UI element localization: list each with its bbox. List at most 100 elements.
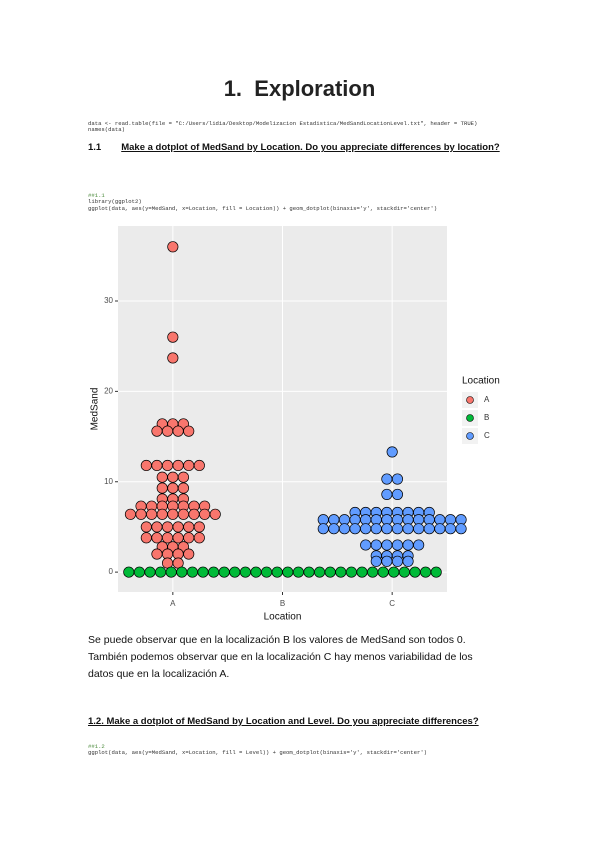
section-title: Make a dotplot of MedSand by Location. D…: [121, 142, 500, 153]
paragraph-line: También podemos observar que en la local…: [88, 651, 473, 663]
dot: [167, 482, 179, 494]
section-heading: 1.2. Make a dotplot of MedSand by Locati…: [88, 716, 479, 727]
code-line: ##1.1: [88, 191, 105, 199]
dot: [292, 566, 304, 578]
dot: [183, 521, 195, 533]
dot: [209, 508, 221, 520]
dot: [156, 482, 168, 494]
dot: [444, 523, 457, 535]
dot: [140, 532, 152, 544]
dot: [328, 523, 340, 535]
dot: [172, 459, 184, 472]
dot: [172, 425, 184, 437]
dot: [413, 523, 425, 535]
code-line: ##1.2: [88, 742, 105, 750]
dot: [250, 566, 262, 578]
code-line: ggplot(data, aes(y=MedSand, x=Location, …: [88, 749, 428, 756]
paragraph-line: datos que en la localización A.: [88, 668, 230, 680]
legend-key: [466, 414, 474, 422]
dot: [381, 539, 393, 551]
dot: [391, 539, 404, 551]
dot: [338, 523, 351, 535]
dot: [151, 532, 163, 544]
dot: [193, 521, 205, 533]
dot: [367, 566, 379, 578]
dot: [218, 566, 230, 578]
section-heading: 1.1 Make a dotplot of MedSand by Location…: [88, 142, 500, 153]
dot: [193, 532, 205, 544]
dot: [381, 488, 393, 500]
dot: [176, 566, 188, 578]
dot: [381, 555, 393, 567]
title-number: 1.: [223, 76, 243, 101]
dot: [161, 459, 174, 472]
dot: [229, 566, 241, 578]
dot: [402, 539, 414, 551]
dot: [409, 566, 421, 578]
dot: [381, 523, 393, 535]
x-tick-label: B: [280, 599, 285, 608]
dot: [335, 566, 347, 578]
code-block: ##1.1 library(ggplot2) ggplot(data, aes(y=…: [88, 186, 437, 219]
dot: [402, 555, 414, 567]
paragraph-line: Se puede observar que en la localización…: [88, 634, 466, 646]
dot: [156, 471, 168, 483]
dot: [177, 508, 189, 520]
dot: [391, 523, 404, 535]
dot: [167, 241, 179, 253]
code-line: library(ggplot2): [88, 198, 142, 205]
dot: [370, 555, 382, 567]
paragraph: Se puede observar que en la localización…: [88, 632, 473, 683]
dot: [455, 523, 467, 535]
dot: [140, 521, 152, 533]
dot: [282, 566, 294, 578]
dot: [183, 532, 195, 544]
dot: [356, 566, 368, 578]
dot: [177, 471, 189, 483]
code-block: ##1.2 ggplot(data, aes(y=MedSand, x=Locat…: [88, 737, 427, 763]
dot: [124, 508, 136, 520]
dot: [314, 566, 326, 578]
dot: [183, 459, 195, 472]
dot: [193, 459, 205, 472]
dot: [144, 566, 156, 578]
legend-key: [466, 396, 474, 404]
dot: [239, 566, 251, 578]
dot: [324, 566, 336, 578]
title-text: Exploration: [254, 76, 376, 101]
dot: [197, 566, 209, 578]
dot: [140, 459, 152, 472]
dot: [430, 566, 442, 578]
dot: [161, 532, 174, 544]
dot: [183, 425, 195, 437]
dot: [303, 566, 315, 578]
dot: [391, 473, 404, 485]
dot: [423, 523, 435, 535]
dot: [345, 566, 357, 578]
legend-key: [466, 432, 474, 440]
dot: [155, 566, 167, 578]
dot: [172, 532, 184, 544]
code-line: ggplot(data, aes(y=MedSand, x=Location, …: [88, 204, 438, 212]
dot: [402, 523, 414, 535]
code-line: data <- read.table(file = "C:/Users/lidi…: [88, 119, 478, 127]
dot: [186, 566, 198, 578]
dot: [370, 523, 382, 535]
dot: [317, 523, 329, 535]
dot: [167, 508, 179, 520]
y-axis-title: MedSand: [90, 388, 101, 431]
dot: [261, 566, 273, 578]
legend-title: Location: [462, 376, 500, 387]
code-block: data <- read.table(file = "C:/Users/lidi…: [88, 114, 477, 140]
dot: [156, 508, 168, 520]
x-tick-label: A: [170, 599, 176, 608]
dot: [370, 539, 382, 551]
dot: [123, 566, 135, 578]
section-title: 1.2. Make a dotplot of MedSand by Locati…: [88, 716, 479, 727]
y-tick-label: 10: [104, 477, 113, 486]
dot: [177, 482, 189, 494]
dot: [151, 521, 163, 533]
dot: [135, 508, 147, 520]
